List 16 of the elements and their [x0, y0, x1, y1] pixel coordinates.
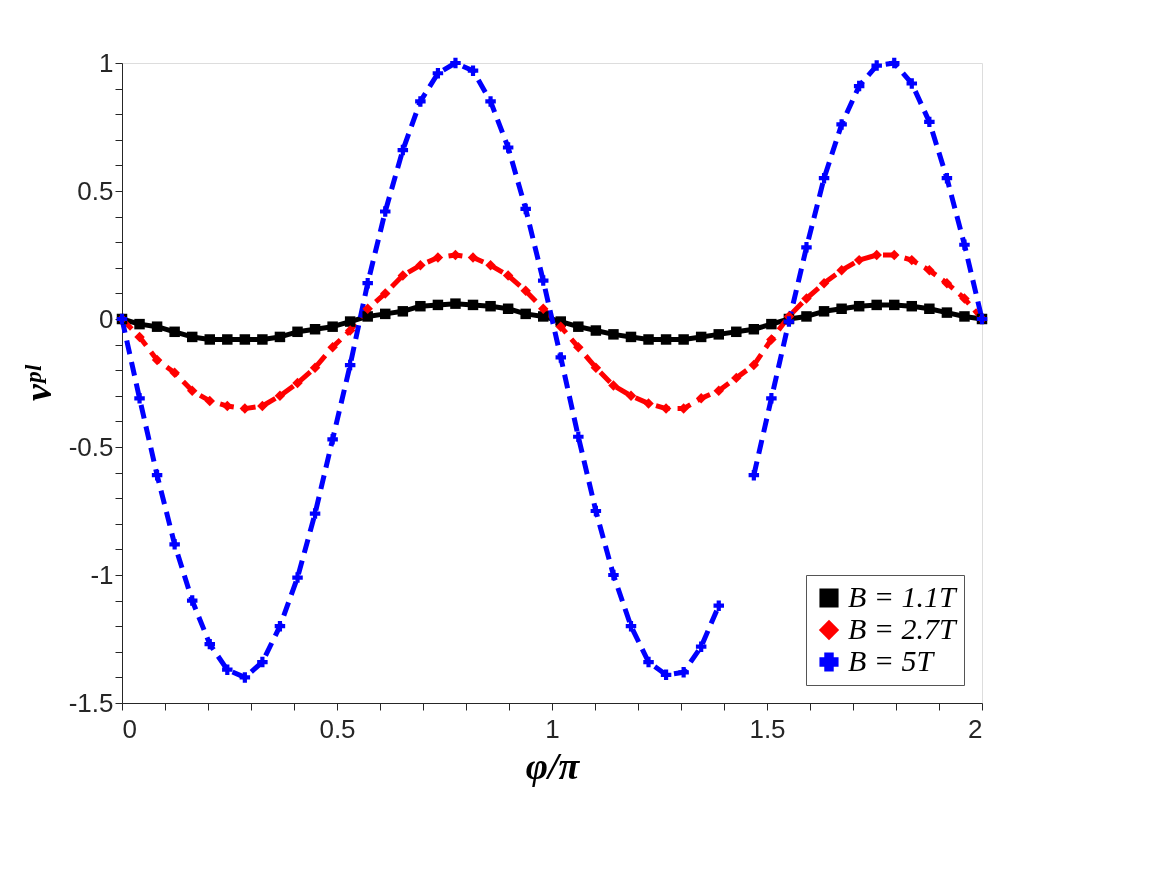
- x-axis-title: φ/π: [525, 744, 581, 787]
- y-tick-label: 0: [99, 303, 114, 334]
- y-tick-label: -1.5: [68, 687, 114, 718]
- x-tick-label: 0.5: [319, 713, 356, 744]
- x-tick-label: 0: [122, 713, 137, 744]
- x-tick-label: 1.5: [749, 713, 786, 744]
- x-tick-label: 1: [545, 713, 560, 744]
- y-tick-label: -1: [90, 559, 114, 590]
- legend-label: B = 2.7T: [848, 612, 959, 645]
- y-tick-label: 0.5: [77, 175, 114, 206]
- legend-label: B = 1.1T: [848, 580, 959, 613]
- y-tick-label: 1: [99, 47, 114, 78]
- y-axis-title: νᵖˡ: [16, 364, 59, 401]
- legend-label: B = 5T: [848, 644, 936, 677]
- x-tick-label: 2: [968, 713, 983, 744]
- y-tick-label: -0.5: [68, 431, 114, 462]
